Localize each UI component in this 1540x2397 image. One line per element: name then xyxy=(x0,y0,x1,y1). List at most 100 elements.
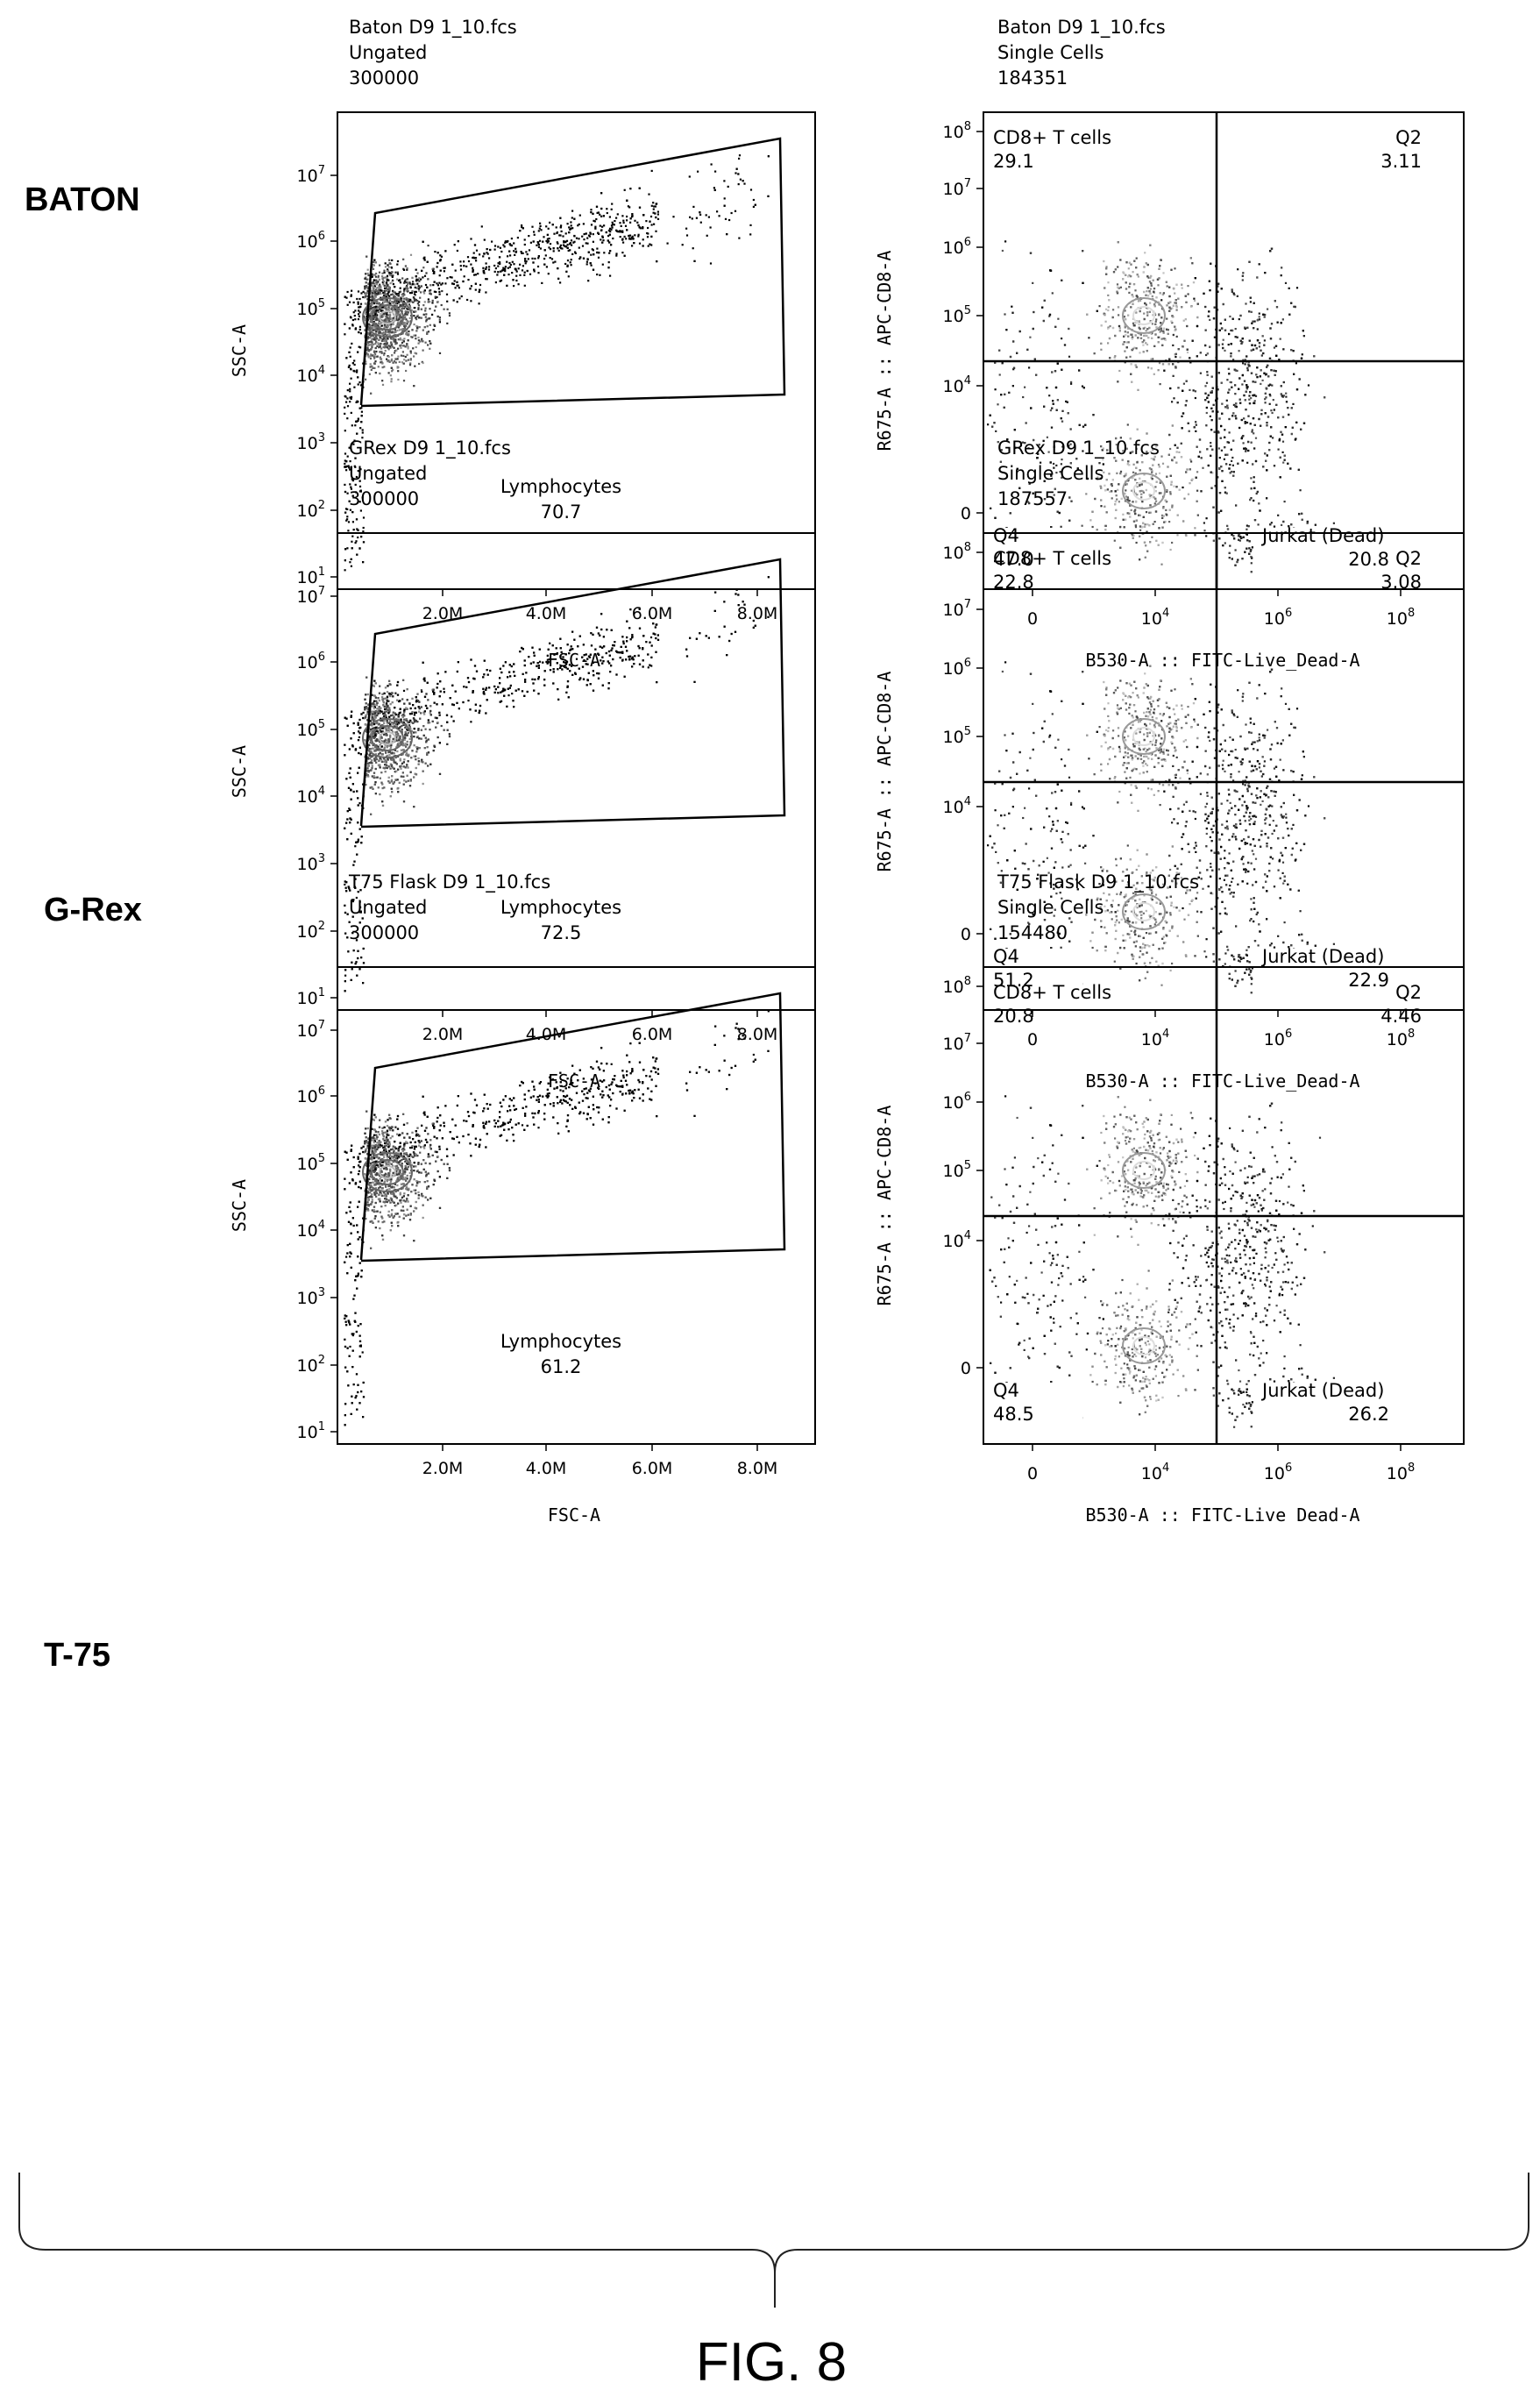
event-dot xyxy=(378,338,380,341)
event-dot xyxy=(493,270,496,273)
event-dot xyxy=(347,530,350,532)
event-dot xyxy=(436,282,438,285)
event-dot xyxy=(416,300,419,302)
event-dot xyxy=(583,233,585,236)
event-dot xyxy=(399,287,401,289)
event-dot xyxy=(1194,390,1196,393)
event-dot xyxy=(1244,363,1246,366)
event-dot xyxy=(1132,271,1134,274)
event-dot xyxy=(393,340,395,343)
event-dot xyxy=(1209,415,1211,417)
event-dot xyxy=(357,376,359,379)
event-dot xyxy=(364,292,366,295)
event-dot xyxy=(1242,362,1245,365)
event-dot xyxy=(402,354,405,357)
event-dot xyxy=(1178,451,1181,453)
event-dot xyxy=(536,244,538,246)
event-dot xyxy=(611,203,614,205)
event-dot xyxy=(1196,445,1198,448)
event-dot xyxy=(596,247,599,250)
event-dot xyxy=(429,292,431,295)
event-dot xyxy=(383,353,386,357)
event-dot xyxy=(602,215,605,217)
event-dot xyxy=(533,231,536,233)
event-dot xyxy=(1245,355,1248,358)
event-dot xyxy=(350,487,352,490)
event-dot xyxy=(384,301,387,303)
event-dot xyxy=(570,227,572,230)
event-dot xyxy=(582,257,585,260)
event-dot xyxy=(398,360,401,363)
event-dot xyxy=(371,284,373,287)
event-dot xyxy=(402,304,405,307)
event-dot xyxy=(579,256,582,259)
event-dot xyxy=(652,208,655,210)
event-dot xyxy=(474,288,477,291)
event-dot xyxy=(525,251,528,253)
event-dot xyxy=(462,280,465,283)
event-dot xyxy=(1127,267,1130,270)
event-dot xyxy=(396,260,400,263)
event-dot xyxy=(600,192,603,195)
event-dot xyxy=(436,284,439,287)
event-dot xyxy=(735,167,738,170)
event-dot xyxy=(637,233,640,236)
event-dot xyxy=(650,235,653,238)
event-dot xyxy=(559,281,562,284)
event-dot xyxy=(413,385,415,388)
event-dot xyxy=(386,287,388,289)
event-dot xyxy=(370,305,373,308)
event-dot xyxy=(504,241,507,244)
event-dot xyxy=(371,298,373,302)
event-dot xyxy=(410,300,413,303)
event-dot xyxy=(396,329,399,332)
event-dot xyxy=(638,242,642,245)
event-dot xyxy=(1220,449,1223,452)
event-dot xyxy=(356,432,358,435)
event-dot xyxy=(423,292,426,295)
event-dot xyxy=(1119,259,1122,261)
event-dot xyxy=(1161,462,1165,465)
event-dot xyxy=(438,318,441,321)
event-dot xyxy=(346,516,349,518)
event-dot xyxy=(401,308,403,310)
event-dot xyxy=(371,327,373,330)
event-dot xyxy=(426,286,429,288)
event-dot xyxy=(362,516,365,519)
event-dot xyxy=(371,307,373,309)
event-dot xyxy=(486,278,488,281)
event-dot xyxy=(637,235,640,238)
event-dot xyxy=(386,325,388,328)
event-dot xyxy=(1285,395,1288,398)
event-dot xyxy=(387,266,390,268)
event-dot xyxy=(384,344,387,346)
event-dot xyxy=(1051,292,1054,295)
event-dot xyxy=(379,336,381,338)
event-dot xyxy=(1175,309,1178,311)
event-dot xyxy=(365,276,367,279)
event-dot xyxy=(418,287,421,289)
event-dot xyxy=(400,297,402,300)
event-dot xyxy=(348,500,351,502)
event-dot xyxy=(578,238,580,240)
event-dot xyxy=(358,297,361,301)
event-dot xyxy=(344,508,348,510)
event-dot xyxy=(355,518,358,521)
event-dot xyxy=(357,470,359,473)
event-dot xyxy=(569,228,571,231)
event-dot xyxy=(404,355,407,359)
event-dot xyxy=(1265,396,1267,399)
event-dot xyxy=(429,293,432,295)
event-dot xyxy=(372,297,374,300)
event-dot xyxy=(373,306,376,309)
event-dot xyxy=(388,271,391,274)
event-dot xyxy=(387,355,390,358)
event-dot xyxy=(435,305,437,308)
event-dot xyxy=(360,407,363,409)
event-dot xyxy=(362,561,365,564)
event-dot xyxy=(645,220,648,223)
event-dot xyxy=(546,241,549,244)
event-dot xyxy=(387,268,389,271)
event-dot xyxy=(364,285,366,288)
event-dot xyxy=(394,350,396,352)
